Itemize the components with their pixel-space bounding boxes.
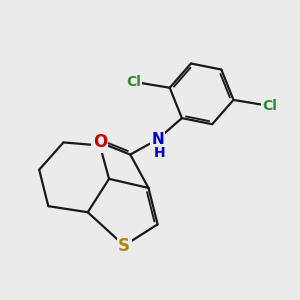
Text: Cl: Cl [126, 75, 141, 89]
Text: N: N [151, 132, 164, 147]
Text: H: H [153, 146, 165, 160]
Text: S: S [118, 237, 130, 255]
Text: Cl: Cl [262, 99, 277, 113]
Text: O: O [93, 134, 107, 152]
